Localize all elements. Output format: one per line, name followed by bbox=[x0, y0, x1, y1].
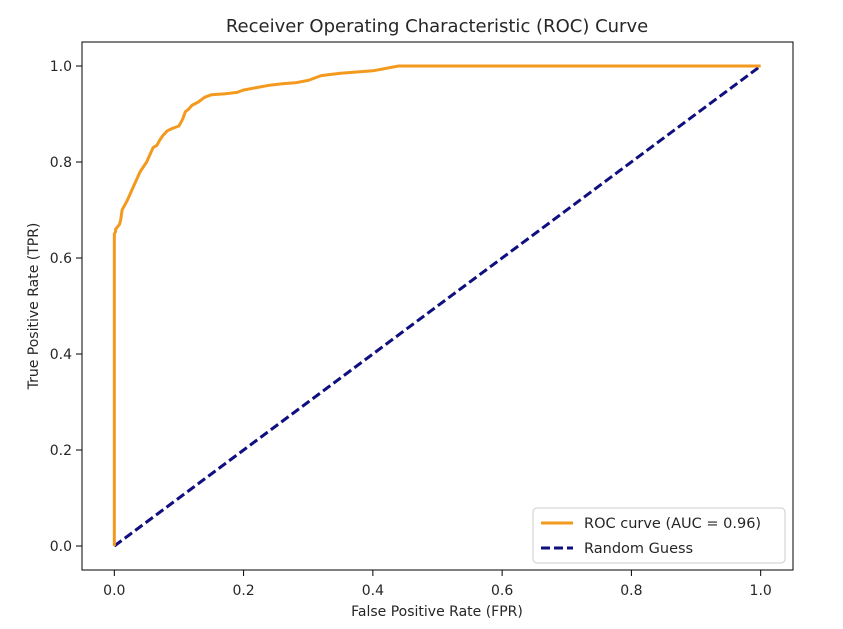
legend: ROC curve (AUC = 0.96) Random Guess bbox=[532, 507, 786, 564]
x-tick-label: 0.2 bbox=[232, 583, 254, 599]
y-tick-label: 0.0 bbox=[50, 539, 72, 555]
plot-frame bbox=[81, 41, 794, 571]
y-tick-label: 0.4 bbox=[50, 347, 72, 363]
y-tick-label: 1.0 bbox=[50, 59, 72, 75]
legend-label-random: Random Guess bbox=[584, 541, 693, 557]
chart-title: Receiver Operating Characteristic (ROC) … bbox=[226, 16, 648, 37]
roc-curve-line bbox=[112, 64, 761, 546]
random-guess-line bbox=[113, 64, 762, 548]
legend-label-roc: ROC curve (AUC = 0.96) bbox=[584, 516, 761, 532]
y-axis-ticks: 0.0 0.2 0.4 0.6 0.8 1.0 bbox=[50, 59, 82, 555]
x-tick-label: 1.0 bbox=[750, 583, 772, 599]
legend-box bbox=[532, 507, 786, 564]
x-tick-label: 0.4 bbox=[362, 583, 384, 599]
plot-area bbox=[112, 64, 762, 548]
x-tick-label: 0.0 bbox=[103, 583, 125, 599]
x-tick-label: 0.8 bbox=[620, 583, 642, 599]
y-axis-label: True Positive Rate (TPR) bbox=[26, 223, 42, 391]
y-tick-label: 0.6 bbox=[50, 251, 72, 267]
y-tick-label: 0.8 bbox=[50, 155, 72, 171]
x-tick-label: 0.6 bbox=[491, 583, 513, 599]
x-axis-ticks: 0.0 0.2 0.4 0.6 0.8 1.0 bbox=[103, 570, 772, 599]
y-tick-label: 0.2 bbox=[50, 443, 72, 459]
x-axis-label: False Positive Rate (FPR) bbox=[351, 604, 523, 620]
